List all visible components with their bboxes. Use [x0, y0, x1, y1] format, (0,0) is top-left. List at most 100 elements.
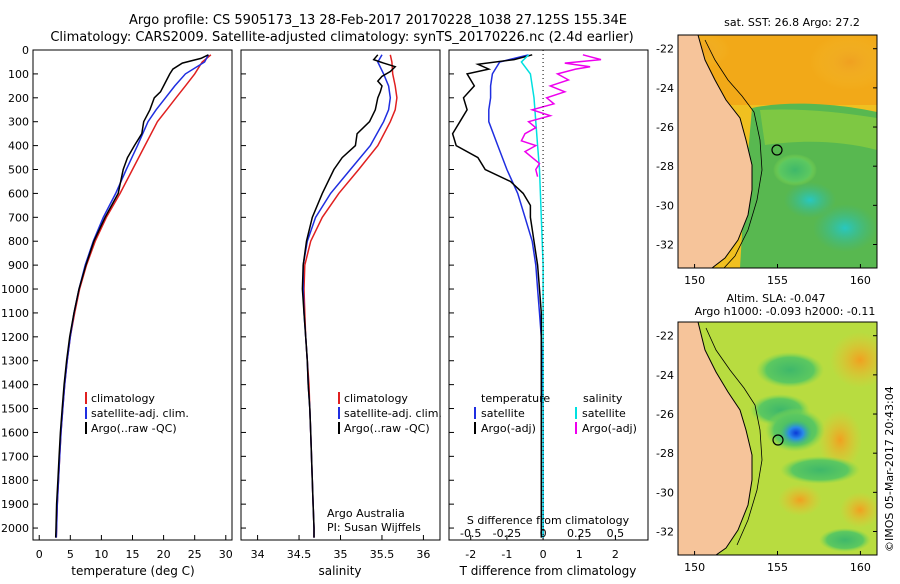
sla-low-patch — [819, 528, 871, 552]
y-tick-label: 700 — [8, 211, 29, 224]
map-y-tick-label: -24 — [656, 369, 674, 382]
map-x-tick-label: 155 — [767, 274, 788, 287]
x-tick-label: 25 — [188, 548, 202, 561]
sla-land-australia — [678, 322, 753, 555]
map-y-tick-label: -26 — [656, 121, 674, 134]
y-tick-label: 2000 — [1, 522, 29, 535]
x-tick-label: 34 — [251, 548, 265, 561]
salinity-plot: 34 34.5 35 35.5 36 — [241, 49, 430, 561]
legend-title-salinity: salinity — [583, 392, 623, 405]
sla-map-title-2: Argo h1000: -0.093 h2000: -0.11 — [695, 305, 876, 318]
s-diff-tick-label: -0.5 — [460, 527, 481, 540]
map-x-tick-label: 160 — [850, 274, 871, 287]
x-tick-label: 20 — [157, 548, 171, 561]
legend-label-s-satellite: satellite — [582, 407, 626, 420]
temperature-xlabel: temperature (deg C) — [71, 564, 194, 578]
sla-shelf-contour — [705, 327, 763, 546]
sla-high-patch — [840, 492, 877, 528]
map-y-tick-label: -22 — [656, 330, 674, 343]
y-tick-label: 1800 — [1, 474, 29, 487]
difference-xlabel: T difference from climatology — [459, 564, 637, 578]
sst-argo-marker — [771, 144, 783, 156]
y-tick-label: 1200 — [1, 331, 29, 344]
y-tick-label: 1900 — [1, 498, 29, 511]
legend-label-satellite: satellite-adj. clim. — [91, 407, 189, 420]
x-tick-label: -2 — [465, 548, 476, 561]
sla-low-patch — [756, 352, 824, 388]
sla-map — [678, 322, 877, 555]
sla-map-title-1: Altim. SLA: -0.047 — [726, 292, 825, 305]
sst-map-ticks: 150 155 160 -22 -24 -26 -28 -30 -32 — [656, 43, 877, 287]
temperature-legend: climatology satellite-adj. clim. Argo(..… — [85, 392, 189, 435]
map-y-tick-label: -26 — [656, 408, 674, 421]
sla-cyclonic-eddy — [780, 420, 812, 446]
series-line-salinity-argo-adj- — [520, 54, 602, 177]
sst-green-patch — [773, 154, 817, 186]
series-line-temperature-argo-adj- — [451, 54, 543, 538]
note-pi: PI: Susan Wijffels — [327, 521, 421, 534]
map-x-tick-label: 155 — [767, 561, 788, 574]
sst-warm-patch — [810, 35, 877, 90]
salinity-panel-frame — [240, 49, 441, 541]
series-group — [451, 54, 602, 538]
series-line-argo-raw-qc- — [301, 54, 397, 538]
legend-label-satellite: satellite-adj. clim. — [344, 407, 442, 420]
x-tick-label: 10 — [94, 548, 108, 561]
sla-high-patch — [830, 332, 877, 388]
s-diff-tick-label: 0.5 — [607, 527, 625, 540]
y-tick-label: 500 — [8, 164, 29, 177]
y-tick-label: 400 — [8, 140, 29, 153]
note-argo-australia: Argo Australia — [327, 507, 405, 520]
y-tick-label: 200 — [8, 92, 29, 105]
x-tick-label: 0 — [540, 548, 547, 561]
x-tick-label: 35.5 — [370, 548, 395, 561]
legend-label-climatology: climatology — [344, 392, 408, 405]
series-line-argo-raw-qc- — [54, 54, 209, 538]
sla-high-patch — [818, 410, 862, 470]
s-difference-label: S difference from climatology — [467, 514, 630, 527]
legend-label-t-argo: Argo(-adj) — [481, 422, 536, 435]
sla-high-patch — [778, 484, 822, 516]
header-line-2: Climatology: CARS2009. Satellite-adjuste… — [50, 30, 633, 45]
series-group — [301, 54, 398, 538]
series-line-satellite-adj-clim- — [302, 54, 392, 538]
sst-mid-band — [760, 109, 877, 150]
x-tick-label: 34.5 — [287, 548, 312, 561]
legend-label-climatology: climatology — [91, 392, 155, 405]
y-tick-label: 600 — [8, 187, 29, 200]
map-y-tick-label: -28 — [656, 447, 674, 460]
s-diff-tick-label: 0.25 — [567, 527, 592, 540]
y-tick-label: 1400 — [1, 379, 29, 392]
y-tick-label: 1100 — [1, 307, 29, 320]
series-line-climatology — [303, 54, 398, 538]
sst-map-title: sat. SST: 26.8 Argo: 27.2 — [724, 16, 860, 29]
y-tick-label: 1000 — [1, 283, 29, 296]
temperature-panel-frame — [32, 49, 233, 541]
difference-legend: temperature salinity satellite Argo(-adj… — [467, 392, 637, 527]
x-tick-label: 15 — [126, 548, 140, 561]
sst-shelf-contour — [704, 39, 763, 268]
legend-label-t-satellite: satellite — [481, 407, 525, 420]
sla-low-patch — [780, 456, 860, 484]
series-line-climatology — [55, 54, 212, 538]
series-line-salinity-satellite — [520, 54, 544, 538]
header-line-1: Argo profile: CS 5905173_13 28-Feb-2017 … — [129, 13, 627, 28]
x-tick-label: 0 — [36, 548, 43, 561]
map-y-tick-label: -24 — [656, 82, 674, 95]
y-tick-label: 1500 — [1, 403, 29, 416]
legend-label-argo: Argo(..raw -QC) — [91, 422, 177, 435]
salinity-xlabel: salinity — [318, 564, 361, 578]
y-tick-label: 800 — [8, 235, 29, 248]
y-tick-label: 1300 — [1, 355, 29, 368]
difference-panel-frame — [448, 49, 649, 541]
y-tick-label: 900 — [8, 259, 29, 272]
sst-cold-patch — [784, 182, 836, 218]
legend-label-s-argo: Argo(-adj) — [582, 422, 637, 435]
sst-land-australia — [678, 35, 753, 268]
x-tick-label: 1 — [576, 548, 583, 561]
x-tick-label: 30 — [219, 548, 233, 561]
map-y-tick-label: -22 — [656, 43, 674, 56]
legend-label-argo: Argo(..raw -QC) — [344, 422, 430, 435]
x-tick-label: 35 — [334, 548, 348, 561]
